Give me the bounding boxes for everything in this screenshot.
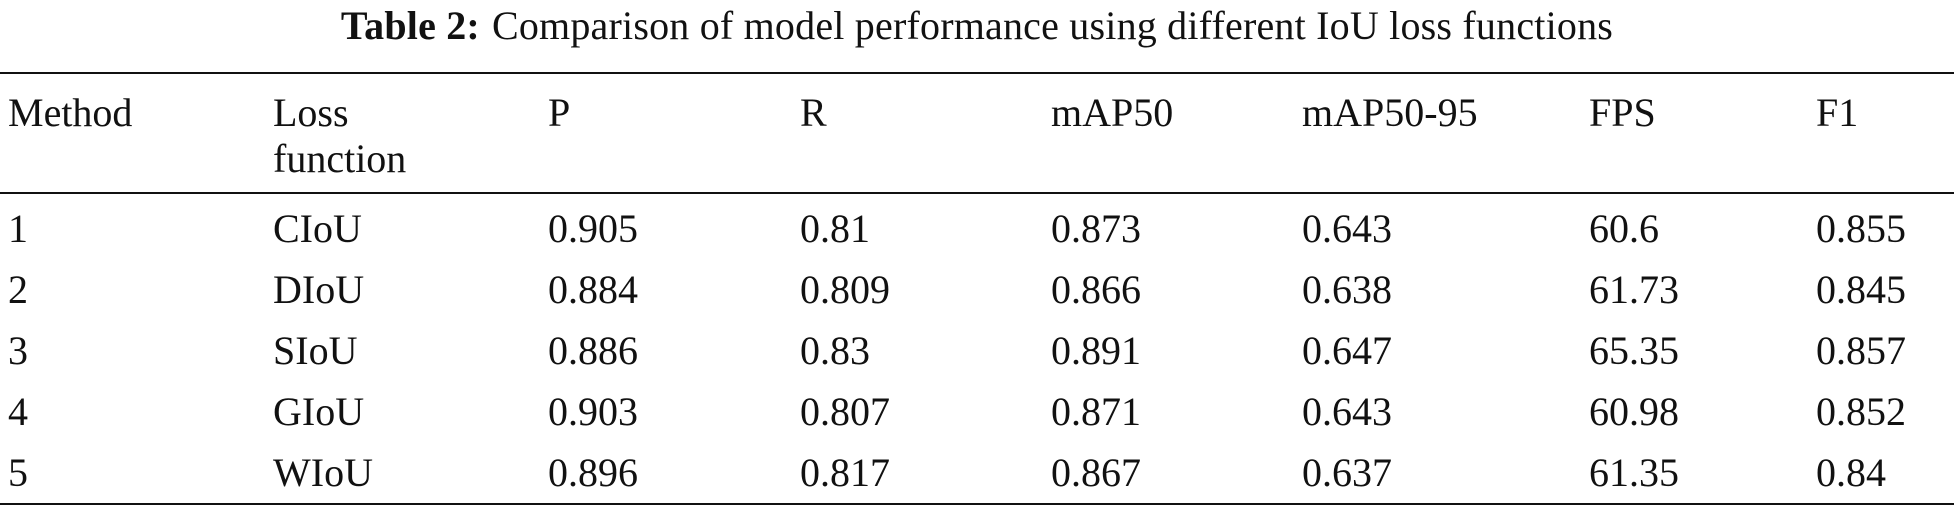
cell-loss: CIoU	[273, 206, 362, 251]
table-caption-text: Comparison of model performance using di…	[491, 3, 1614, 48]
table-caption-label: Table 2:	[340, 3, 480, 48]
cell-loss: GIoU	[273, 389, 365, 434]
cell-f1: 0.845	[1816, 267, 1906, 312]
cell-fps: 60.6	[1589, 206, 1659, 251]
cell-fps: 61.73	[1589, 267, 1679, 312]
cell-map50: 0.873	[1051, 206, 1141, 251]
cell-fps: 65.35	[1589, 328, 1679, 373]
table-caption: Table 2: Comparison of model performance …	[0, 2, 1954, 50]
cell-loss: SIoU	[273, 328, 358, 373]
cell-method: 2	[8, 267, 28, 312]
cell-r: 0.807	[800, 389, 890, 434]
cell-method: 3	[8, 328, 28, 373]
results-table-container: Method Loss function P R mAP50 mAP50-95 …	[0, 72, 1954, 505]
cell-f1: 0.857	[1816, 328, 1906, 373]
cell-f1: 0.84	[1816, 450, 1886, 495]
cell-r: 0.809	[800, 267, 890, 312]
cell-fps: 61.35	[1589, 450, 1679, 495]
header-row: Method Loss function P R mAP50 mAP50-95 …	[0, 73, 1954, 193]
cell-loss: DIoU	[273, 267, 365, 312]
cell-map50-95: 0.637	[1302, 450, 1392, 495]
header-f1: F1	[1816, 90, 1859, 135]
header-loss-line2: function	[273, 136, 407, 181]
header-map50: mAP50	[1051, 90, 1174, 135]
header-r: R	[800, 90, 827, 135]
cell-map50: 0.891	[1051, 328, 1141, 373]
cell-method: 5	[8, 450, 28, 495]
cell-p: 0.903	[548, 389, 638, 434]
table-row: 2 DIoU 0.884 0.809 0.866 0.638 61.73 0.8…	[0, 259, 1954, 320]
cell-map50-95: 0.643	[1302, 206, 1392, 251]
cell-p: 0.905	[548, 206, 638, 251]
cell-map50-95: 0.647	[1302, 328, 1392, 373]
cell-map50: 0.867	[1051, 450, 1141, 495]
header-map50-95: mAP50-95	[1302, 90, 1478, 135]
cell-r: 0.81	[800, 206, 870, 251]
table-row: 4 GIoU 0.903 0.807 0.871 0.643 60.98 0.8…	[0, 381, 1954, 442]
table-row: 3 SIoU 0.886 0.83 0.891 0.647 65.35 0.85…	[0, 320, 1954, 381]
cell-r: 0.817	[800, 450, 890, 495]
header-loss-function: Loss function	[265, 73, 540, 193]
cell-r: 0.83	[800, 328, 870, 373]
cell-method: 4	[8, 389, 28, 434]
results-table: Method Loss function P R mAP50 mAP50-95 …	[0, 72, 1954, 505]
header-fps: FPS	[1589, 90, 1656, 135]
cell-map50-95: 0.643	[1302, 389, 1392, 434]
cell-map50: 0.871	[1051, 389, 1141, 434]
header-p: P	[548, 90, 571, 135]
cell-map50-95: 0.638	[1302, 267, 1392, 312]
cell-p: 0.886	[548, 328, 638, 373]
table-row: 1 CIoU 0.905 0.81 0.873 0.643 60.6 0.855	[0, 193, 1954, 259]
cell-f1: 0.852	[1816, 389, 1906, 434]
cell-map50: 0.866	[1051, 267, 1141, 312]
table-row: 5 WIoU 0.896 0.817 0.867 0.637 61.35 0.8…	[0, 442, 1954, 504]
table-header: Method Loss function P R mAP50 mAP50-95 …	[0, 73, 1954, 193]
header-loss-line1: Loss	[273, 90, 349, 135]
cell-loss: WIoU	[273, 450, 373, 495]
cell-fps: 60.98	[1589, 389, 1679, 434]
header-method: Method	[8, 90, 133, 135]
cell-method: 1	[8, 206, 28, 251]
cell-p: 0.884	[548, 267, 638, 312]
cell-f1: 0.855	[1816, 206, 1906, 251]
table-body: 1 CIoU 0.905 0.81 0.873 0.643 60.6 0.855…	[0, 193, 1954, 504]
cell-p: 0.896	[548, 450, 638, 495]
